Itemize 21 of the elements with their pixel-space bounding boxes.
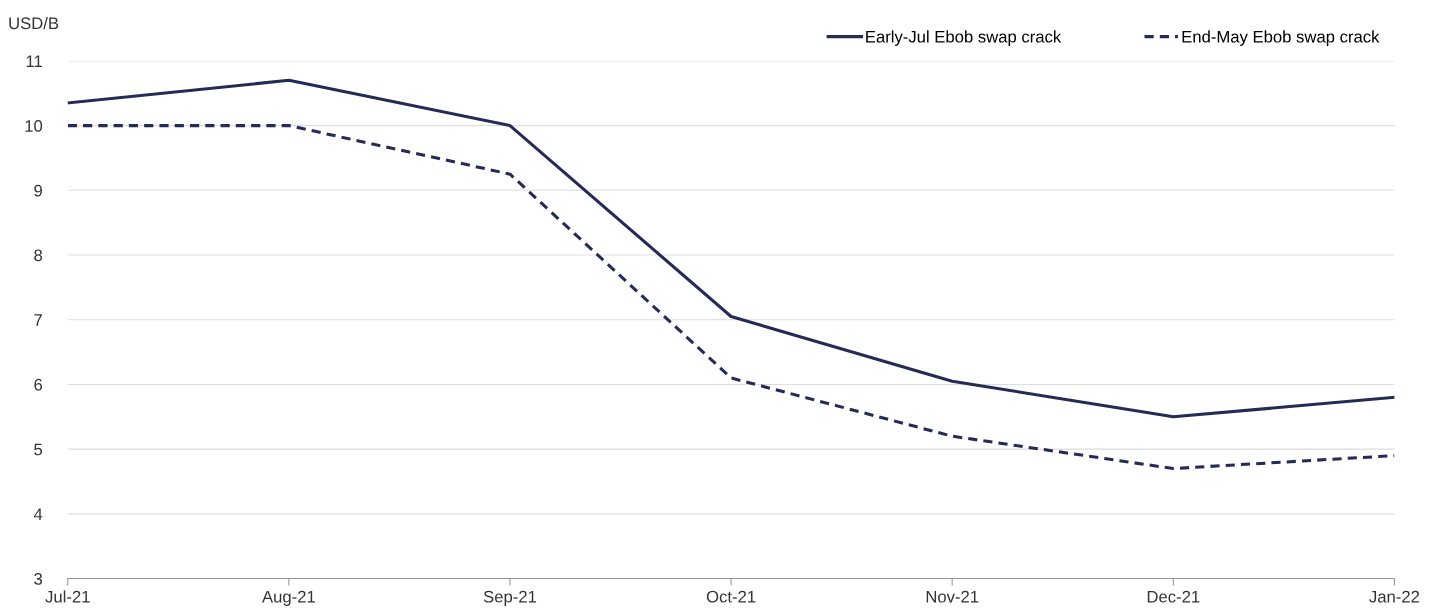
y-tick-label: 9	[34, 184, 42, 197]
y-tick-label: 8	[34, 249, 43, 262]
x-tick-label: Jul-21	[45, 590, 90, 603]
y-axis-title: USD/B	[9, 16, 59, 30]
x-tick-label: Nov-21	[926, 590, 979, 603]
x-tick-label: Dec-21	[1147, 590, 1200, 603]
y-tick-label: 11	[26, 55, 42, 67]
y-tick-label: 7	[34, 314, 42, 326]
x-tick-label: Jan-22	[1369, 590, 1420, 603]
x-tick-label: Oct-21	[706, 590, 756, 603]
y-tick-label: 4	[33, 508, 43, 520]
y-tick-label: 5	[34, 443, 43, 456]
y-tick-label: 10	[25, 120, 43, 132]
y-tick-label: 6	[34, 378, 43, 391]
legend-label: End-May Ebob swap crack	[1182, 30, 1380, 46]
line-series	[67, 78, 1395, 419]
line-series	[67, 124, 1395, 471]
y-tick-label: 3	[34, 572, 43, 585]
x-tick-label: Sep-21	[483, 590, 537, 606]
legend-label: Early-Jul Ebob swap crack	[866, 30, 1062, 46]
x-tick-label: Aug-21	[262, 590, 315, 606]
